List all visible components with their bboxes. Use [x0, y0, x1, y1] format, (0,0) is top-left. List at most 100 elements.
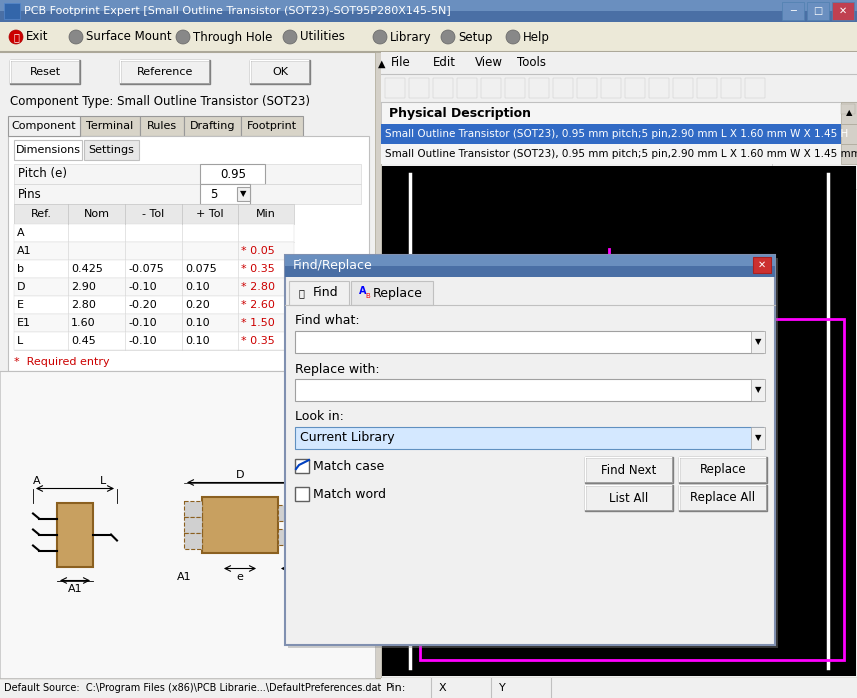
Bar: [585, 485, 673, 511]
Text: Find/Replace: Find/Replace: [293, 260, 373, 272]
Bar: [782, 2, 804, 20]
Text: ─: ─: [790, 6, 796, 16]
Bar: [351, 281, 433, 305]
Text: File: File: [391, 57, 411, 70]
Bar: [285, 255, 775, 277]
Bar: [10, 60, 11, 84]
Bar: [679, 485, 767, 486]
Bar: [585, 485, 586, 511]
Text: Small Outline Transistor (SOT23), 0.95 mm pitch;5 pin,2.90 mm L X 1.60 mm W X 1.: Small Outline Transistor (SOT23), 0.95 m…: [385, 129, 848, 139]
Bar: [807, 2, 829, 20]
Text: Small Outline Transistor (SOT23), 0.95 mm pitch;5 pin,2.90 mm L X 1.60 mm W X 1.: Small Outline Transistor (SOT23), 0.95 m…: [385, 149, 857, 159]
Bar: [250, 60, 251, 84]
Bar: [250, 60, 310, 61]
Bar: [0, 22, 857, 52]
Bar: [457, 78, 477, 98]
Text: B: B: [365, 293, 369, 299]
Text: ✕: ✕: [839, 6, 847, 16]
Text: Current Library: Current Library: [300, 431, 394, 445]
Text: ▲: ▲: [378, 59, 386, 69]
Text: A: A: [33, 475, 40, 486]
Bar: [672, 457, 673, 483]
Bar: [381, 102, 857, 124]
Bar: [751, 427, 765, 449]
Bar: [241, 116, 303, 136]
Bar: [14, 164, 361, 184]
Text: Find what:: Find what:: [295, 315, 360, 327]
Bar: [8, 116, 80, 136]
Text: * 0.35: * 0.35: [241, 264, 275, 274]
Bar: [554, 466, 606, 539]
Bar: [679, 485, 767, 511]
Bar: [585, 457, 673, 458]
Bar: [745, 78, 765, 98]
Text: L: L: [100, 475, 106, 486]
Bar: [679, 457, 767, 458]
Bar: [585, 485, 673, 486]
Circle shape: [373, 30, 387, 44]
Bar: [553, 78, 573, 98]
Text: X: X: [439, 683, 446, 693]
Text: E: E: [322, 519, 329, 530]
Bar: [184, 517, 202, 533]
Bar: [679, 482, 767, 483]
Text: E: E: [17, 300, 24, 310]
Text: List All: List All: [609, 491, 649, 505]
Bar: [184, 116, 241, 136]
Text: -0.075: -0.075: [128, 264, 164, 274]
Bar: [721, 78, 741, 98]
Bar: [0, 0, 857, 22]
Bar: [529, 78, 549, 98]
Text: 0.45: 0.45: [71, 336, 96, 346]
Bar: [209, 60, 210, 84]
Bar: [625, 78, 645, 98]
Bar: [832, 2, 854, 20]
Bar: [375, 52, 381, 678]
Text: Find Next: Find Next: [602, 463, 656, 477]
Bar: [4, 3, 20, 19]
Bar: [841, 144, 857, 164]
Bar: [433, 78, 453, 98]
Bar: [8, 136, 369, 371]
Text: Pitch (e): Pitch (e): [18, 168, 67, 181]
Text: 1: 1: [447, 493, 461, 512]
Text: E1: E1: [308, 519, 322, 530]
Bar: [285, 255, 775, 645]
Bar: [0, 371, 375, 678]
Bar: [14, 242, 294, 260]
Bar: [577, 78, 597, 98]
Text: Rules: Rules: [147, 121, 177, 131]
Bar: [381, 678, 857, 698]
Text: Terminal: Terminal: [87, 121, 134, 131]
Bar: [0, 11, 857, 22]
Bar: [202, 496, 278, 553]
Text: PCB Footprint Expert [Small Outline Transistor (SOT23)-SOT95P280X145-5N]: PCB Footprint Expert [Small Outline Tran…: [24, 6, 451, 16]
Bar: [751, 379, 765, 401]
Text: OK: OK: [272, 67, 288, 77]
Text: E1: E1: [17, 318, 31, 328]
Bar: [753, 257, 771, 273]
Bar: [679, 457, 767, 483]
Text: ▼: ▼: [240, 189, 246, 198]
Text: A1: A1: [177, 572, 191, 581]
Text: e: e: [237, 572, 243, 581]
Text: Reset: Reset: [29, 67, 61, 77]
Text: -0.10: -0.10: [128, 282, 157, 292]
Bar: [295, 459, 309, 473]
Text: + Tol: + Tol: [196, 209, 224, 219]
Bar: [14, 278, 294, 296]
Text: Edit: Edit: [433, 57, 456, 70]
Bar: [481, 78, 501, 98]
Text: Min: Min: [256, 209, 276, 219]
Text: Setup: Setup: [458, 31, 493, 43]
Bar: [120, 60, 121, 84]
Bar: [309, 60, 310, 84]
Bar: [766, 485, 767, 511]
Text: D: D: [236, 470, 244, 480]
Text: Match case: Match case: [313, 459, 384, 473]
Bar: [673, 78, 693, 98]
Bar: [585, 510, 673, 511]
Bar: [679, 457, 680, 483]
Text: Exit: Exit: [26, 31, 49, 43]
Bar: [766, 457, 767, 483]
